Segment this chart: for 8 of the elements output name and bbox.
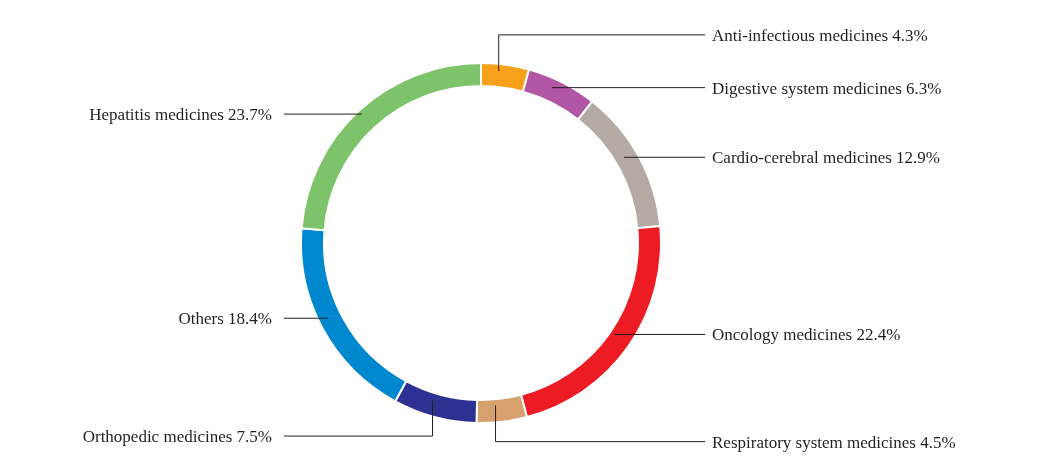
slice-label: Anti-infectious medicines 4.3%	[712, 25, 928, 45]
slice-label: Others 18.4%	[178, 309, 272, 329]
slice-label: Digestive system medicines 6.3%	[712, 78, 942, 98]
slice-label: Hepatitis medicines 23.7%	[89, 105, 272, 125]
slice-label: Respiratory system medicines 4.5%	[712, 432, 956, 452]
slice-label: Cardio-cerebral medicines 12.9%	[712, 148, 940, 168]
slice-label: Orthopedic medicines 7.5%	[82, 427, 272, 447]
slice-label: Oncology medicines 22.4%	[712, 325, 901, 345]
